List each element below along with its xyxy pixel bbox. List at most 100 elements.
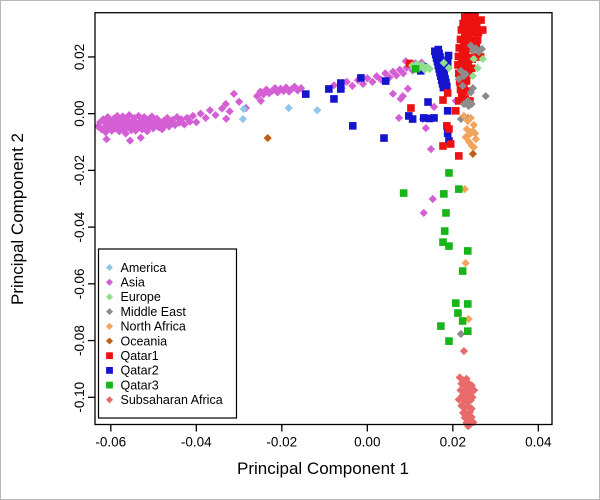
legend-item-oceania: Oceania (105, 334, 168, 348)
asia-point (394, 113, 404, 123)
legend-item-qatar1: Qatar1 (106, 349, 159, 363)
qatar1-point (467, 64, 476, 73)
north-africa-point (464, 314, 473, 324)
y-tick-label: -0.10 (72, 382, 87, 413)
qatar2-point (357, 74, 365, 82)
qatar2-point (425, 114, 434, 123)
europe-point (425, 64, 434, 73)
north-africa-series (459, 111, 481, 324)
plot-frame (94, 12, 553, 426)
x-tick-label: -0.02 (266, 435, 297, 450)
qatar1-point (443, 89, 452, 97)
europe-point (439, 58, 448, 67)
qatar3-point (463, 300, 472, 308)
qatar3-point (458, 267, 467, 275)
qatar1-point (463, 87, 472, 95)
america-point (313, 106, 322, 115)
middle-east-point (466, 41, 475, 50)
legend-label: Qatar3 (121, 378, 159, 392)
subsaharan-africa-legend-marker-icon (105, 396, 114, 404)
qatar1-point (439, 96, 447, 104)
legend-item-middle-east: Middle East (105, 305, 186, 319)
america-point (284, 103, 293, 113)
legend-item-europe: Europe (105, 290, 161, 304)
legend-item-america: America (105, 261, 166, 275)
north-africa-legend-marker-icon (105, 322, 114, 330)
qatar2-point (404, 112, 413, 120)
asia-point (342, 77, 351, 87)
y-tick-label: -0.04 (72, 211, 87, 242)
qatar2-point (348, 122, 357, 130)
qatar2-point (434, 45, 443, 54)
y-tick-label: 0.02 (72, 44, 87, 70)
asia-point (392, 71, 401, 80)
america-legend-marker-icon (105, 263, 114, 272)
qatar1-point (462, 77, 471, 85)
north-africa-point (469, 120, 478, 130)
europe-point (478, 54, 487, 64)
qatar1-point (446, 140, 455, 148)
qatar3-point (440, 227, 449, 235)
legend-item-north-africa: North Africa (105, 320, 186, 334)
middle-east-point (466, 88, 475, 97)
x-tick-label: 0.04 (525, 435, 552, 450)
x-tick-label: -0.04 (181, 435, 212, 450)
europe-legend-marker-icon (105, 293, 114, 301)
america-point (238, 114, 248, 124)
qatar2-point (443, 58, 452, 67)
y-axis-title: Principal Component 2 (8, 133, 27, 305)
qatar1-point (455, 97, 463, 105)
qatar1-point (472, 20, 481, 29)
middle-east-point (477, 44, 486, 54)
qatar3-legend-marker-icon (106, 381, 113, 389)
asia-point (229, 89, 239, 98)
qatar1-point (407, 104, 415, 112)
qatar2-point (408, 115, 417, 123)
qatar2-point (337, 79, 345, 87)
asia-point (421, 124, 430, 133)
qatar3-point (411, 65, 420, 73)
middle-east-point (454, 74, 463, 84)
america-series (238, 103, 322, 124)
oceania-point (468, 149, 478, 159)
legend-label: Oceania (121, 334, 168, 348)
axis-ticks-layer: -0.06 -0.04 -0.02 0.00 0.02 0.04 0.02 0.00 -0.02… (72, 44, 552, 450)
qatar2-point (416, 67, 425, 75)
asia-point (222, 114, 231, 123)
qatar3-point (437, 322, 445, 330)
legend-item-qatar2: Qatar2 (106, 364, 159, 378)
qatar2-point (337, 85, 345, 93)
qatar2-point (381, 77, 390, 85)
legend-label: North Africa (121, 320, 186, 334)
qatar3-point (463, 247, 472, 255)
qatar3-point (458, 317, 467, 325)
legend-item-subsaharan-africa: Subsaharan Africa (105, 393, 223, 407)
asia-point (398, 91, 407, 101)
qatar3-series (399, 65, 472, 345)
legend-label: Asia (121, 276, 145, 290)
qatar2-point (430, 114, 438, 122)
qatar2-point (442, 78, 450, 87)
middle-east-legend-marker-icon (105, 308, 114, 316)
legend-item-qatar3: Qatar3 (106, 378, 159, 392)
qatar1-point (405, 59, 414, 68)
north-africa-point (466, 113, 475, 123)
asia-point (125, 136, 135, 145)
qatar2-point (440, 71, 449, 79)
x-tick-label: -0.06 (95, 435, 126, 450)
europe-point (469, 54, 478, 64)
europe-point (468, 71, 478, 81)
qatar1-point (452, 107, 460, 115)
y-tick-label: 0.00 (72, 101, 87, 127)
x-tick-label: 0.00 (354, 435, 380, 450)
north-africa-point (470, 129, 480, 138)
north-africa-point (459, 111, 469, 121)
legend-label: Qatar2 (121, 364, 159, 378)
qatar2-point (443, 107, 452, 115)
qatar2-point (380, 134, 388, 142)
qatar1-point (443, 122, 451, 130)
legend-box (97, 248, 238, 419)
asia-point (429, 102, 439, 111)
qatar3-point (454, 309, 462, 317)
